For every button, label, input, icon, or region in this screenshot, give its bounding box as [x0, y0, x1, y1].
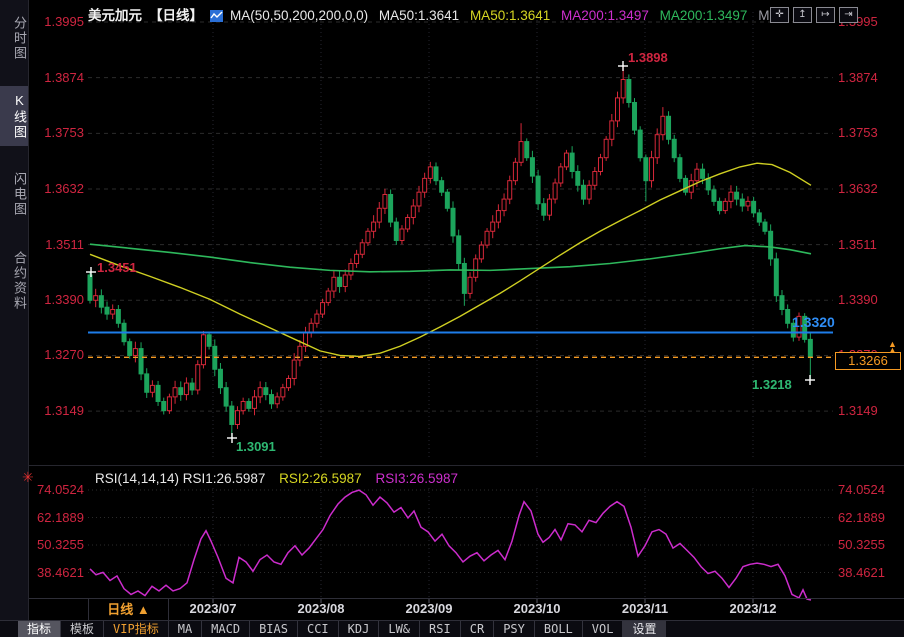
rsi-tick-right: 62.1889: [838, 509, 885, 525]
sidebar-item-chart-type[interactable]: 分时图: [12, 15, 27, 61]
expand-right-icon[interactable]: ⇥: [839, 7, 858, 23]
month-label: 2023/07: [189, 601, 237, 616]
month-label: 2023/09: [405, 601, 453, 616]
sidebar-item-chart-type[interactable]: 闪电图: [12, 171, 27, 217]
symbol-name: 美元加元: [88, 8, 142, 23]
price-tick-left: 1.3753: [44, 125, 84, 141]
price-tick-left: 1.3874: [44, 69, 84, 85]
rsi-params-label: RSI(14,14,14) RSI1:26.5987: [95, 471, 266, 486]
extreme-label: 1.3091: [236, 439, 276, 454]
tab-LW&[interactable]: LW&: [379, 621, 421, 637]
extreme-label: 1.3898: [628, 50, 668, 65]
month-label: 2023/10: [513, 601, 561, 616]
x-axis-scale-icon[interactable]: ↦: [816, 7, 835, 23]
tab-CCI[interactable]: CCI: [298, 621, 339, 637]
ma200-value-green: MA200:1.3497: [659, 8, 748, 23]
extreme-label: 1.3451: [97, 260, 137, 275]
tab-MACD[interactable]: MACD: [202, 621, 251, 637]
pan-icon[interactable]: ✛: [770, 7, 789, 23]
rsi2-value: RSI2:26.5987: [279, 471, 362, 486]
price-tick-left: 1.3511: [45, 236, 84, 252]
rsi-tick-left: 38.4621: [37, 564, 84, 580]
tab-KDJ[interactable]: KDJ: [339, 621, 380, 637]
panel-separator: [28, 465, 904, 466]
price-direction-arrows: ▲ ▲: [888, 339, 897, 355]
sidebar-item-chart-type[interactable]: 合约资料: [12, 251, 27, 311]
month-label: 2023/11: [621, 601, 669, 616]
price-tick-right: 1.3753: [838, 125, 878, 141]
price-tick-right: 1.3511: [838, 236, 877, 252]
rsi-tick-right: 74.0524: [838, 482, 885, 497]
tab-MA[interactable]: MA: [169, 621, 203, 637]
ma50-value-white: MA50:1.3641: [378, 8, 460, 23]
time-axis: 日线 ▲ 2023/07 2023/08 2023/09 2023/10 2023/11…: [28, 598, 904, 621]
ma-params-label: MA(50,50,200,200,0,0): [230, 8, 369, 23]
price-tick-left: 1.3270: [44, 347, 84, 363]
price-tick-right: 1.3390: [838, 292, 878, 308]
rsi-tick-right: 38.4621: [838, 564, 885, 580]
price-tick-right: 1.3632: [838, 180, 878, 196]
ma200-value-magenta: MA200:1.3497: [561, 8, 649, 23]
extreme-label: 1.3218: [752, 377, 792, 392]
tab-VIP指标[interactable]: VIP指标: [104, 621, 169, 637]
rsi-tick-right: 50.3255: [838, 537, 885, 552]
period-tag: 【日线】: [149, 8, 203, 23]
tab-RSI[interactable]: RSI: [420, 621, 461, 637]
extreme-label: 1.3320: [792, 314, 835, 330]
tab-BOLL[interactable]: BOLL: [535, 621, 583, 637]
price-tick-left: 1.3390: [44, 292, 84, 308]
rsi-settings-icon[interactable]: ✳: [22, 469, 34, 485]
price-tick-right: 1.3874: [838, 69, 878, 85]
rsi-tick-left: 62.1889: [37, 509, 84, 525]
sidebar-item-selected[interactable]: K线图: [0, 86, 28, 146]
price-tick-right: 1.3149: [838, 403, 878, 419]
month-label: 2023/12: [729, 601, 777, 616]
price-tick-left: 1.3149: [44, 403, 84, 419]
current-price-box: 1.3266: [835, 352, 901, 370]
ma50-value-yellow: MA50:1.3641: [469, 8, 551, 23]
price-tick-left: 1.3632: [44, 180, 84, 196]
tab-VOL[interactable]: VOL: [583, 621, 624, 637]
month-label: 2023/08: [297, 601, 345, 616]
tab-指标[interactable]: 指标: [18, 621, 62, 637]
rsi3-value: RSI3:26.5987: [375, 471, 459, 486]
rsi-tick-left: 50.3255: [37, 537, 84, 552]
rsi-tick-left: 74.0524: [37, 482, 84, 497]
tab-CR[interactable]: CR: [461, 621, 495, 637]
indicator-tab-bar: 指标 模板 VIP指标 MA MACD BIAS CCI KDJ LW& RSI CR PSY BOLL…: [0, 620, 904, 637]
period-selector[interactable]: 日线 ▲: [88, 599, 169, 620]
tab-BIAS[interactable]: BIAS: [250, 621, 298, 637]
tab-设置[interactable]: 设置: [623, 621, 667, 637]
price-tick-left: 1.3995: [44, 14, 84, 29]
chart-toolbar: ✛ ↥ ↦ ⇥: [770, 4, 862, 23]
indicator-info-bar: 美元加元 【日线】 MA(50,50,200,200,0,0) MA50:1.364…: [88, 4, 776, 23]
m-label: M: [758, 8, 770, 23]
y-axis-scale-icon[interactable]: ↥: [793, 7, 812, 23]
tab-模板[interactable]: 模板: [61, 621, 105, 637]
chart-icon: [210, 10, 223, 22]
tab-PSY[interactable]: PSY: [494, 621, 535, 637]
rsi-header: RSI(14,14,14) RSI1:26.5987 RSI2:26.5987 …: [95, 471, 468, 486]
chart-type-sidebar: 分时图 K线图闪电图合约资料: [0, 0, 29, 620]
